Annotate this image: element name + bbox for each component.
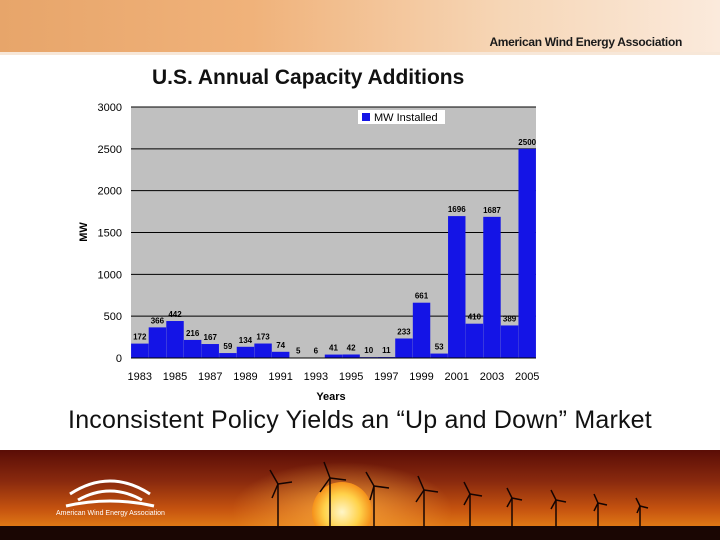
bar-value-label: 1687 <box>483 206 501 215</box>
x-tick-label: 2003 <box>480 371 504 383</box>
y-axis: 0 500 1000 1500 2000 2500 3000 <box>98 102 122 365</box>
bar-value-label: 6 <box>314 346 319 355</box>
bar-2004 <box>500 325 519 358</box>
bar-value-label: 172 <box>133 333 147 342</box>
bar-1986 <box>183 339 202 358</box>
x-tick-label: 1987 <box>198 371 222 383</box>
bar-value-label: 11 <box>382 346 391 355</box>
bar-1991 <box>271 351 290 358</box>
bar-2002 <box>465 323 484 358</box>
y-tick-label: 2000 <box>98 186 122 198</box>
logo-text: American Wind Energy Association <box>56 510 165 517</box>
bars <box>131 148 536 358</box>
bar-1995 <box>342 354 360 358</box>
bar-value-label: 173 <box>256 333 270 342</box>
bar-value-label: 2500 <box>518 138 536 147</box>
x-tick-label: 1997 <box>374 371 398 383</box>
bar-value-label: 42 <box>347 343 356 352</box>
x-axis-label: Years <box>316 391 345 403</box>
y-axis-label: MW <box>78 222 90 242</box>
x-tick-label: 2005 <box>515 371 539 383</box>
bar-value-label: 1696 <box>448 205 466 214</box>
bar-2003 <box>483 216 501 358</box>
logo-mark <box>65 479 155 508</box>
bar-value-label: 442 <box>168 310 182 319</box>
bar-value-label: 410 <box>468 313 482 322</box>
bar-1999 <box>412 302 431 358</box>
bar-1994 <box>324 354 343 358</box>
header-divider <box>0 52 720 55</box>
bar-2001 <box>448 216 466 358</box>
x-tick-label: 1995 <box>339 371 363 383</box>
x-tick-label: 1983 <box>128 371 152 383</box>
org-name: American Wind Energy Association <box>489 35 682 49</box>
gridlines <box>131 106 536 317</box>
bar-value-label: 41 <box>329 344 338 353</box>
legend-label: MW Installed <box>374 112 438 124</box>
bar-value-label: 10 <box>364 346 373 355</box>
sunset-illustration <box>0 461 720 540</box>
bar-1983 <box>131 343 149 358</box>
bar-value-label: 216 <box>186 329 200 338</box>
x-tick-label: 1991 <box>268 371 292 383</box>
bar-1990 <box>254 343 272 358</box>
bar-1984 <box>148 327 167 358</box>
x-tick-label: 1985 <box>163 371 187 383</box>
bar-value-label: 59 <box>223 342 232 351</box>
y-tick-label: 500 <box>104 311 122 323</box>
y-tick-label: 2500 <box>98 144 122 156</box>
x-axis: 1983 1985 1987 1989 1991 1993 1995 1997 1999 2001… <box>128 371 540 383</box>
y-tick-label: 1000 <box>98 269 122 281</box>
legend-box <box>358 110 445 124</box>
bar-1989 <box>236 346 255 358</box>
bar-value-label: 134 <box>239 336 253 345</box>
y-tick-label: 0 <box>116 353 122 365</box>
legend: MW Installed <box>358 110 445 124</box>
sun <box>312 482 372 540</box>
bar-1985 <box>166 321 184 358</box>
bar-2000 <box>430 353 448 358</box>
bar-value-label: 167 <box>204 333 218 342</box>
bar-2005 <box>518 148 536 358</box>
bar-value-label: 233 <box>397 328 411 337</box>
y-tick-label: 1500 <box>98 228 122 240</box>
legend-swatch <box>362 113 370 121</box>
bar-1987 <box>201 344 219 358</box>
wind-turbines <box>269 461 649 528</box>
x-tick-label: 1993 <box>304 371 328 383</box>
footer-sunset-image <box>0 450 720 540</box>
x-tick-label: 1999 <box>409 371 433 383</box>
x-tick-label: 1989 <box>233 371 257 383</box>
bar-1988 <box>219 353 237 358</box>
bar-value-label: 661 <box>415 292 429 301</box>
header-band <box>0 0 720 52</box>
horizon <box>0 526 720 540</box>
x-tick-label: 2001 <box>445 371 469 383</box>
bar-1998 <box>395 338 413 358</box>
bar-value-label: 389 <box>503 314 517 323</box>
slide-subtitle: Inconsistent Policy Yields an “Up and Do… <box>68 406 652 434</box>
bar-value-label: 74 <box>276 341 285 350</box>
bar-value-label: 366 <box>151 316 165 325</box>
bar-value-label: 5 <box>296 347 301 356</box>
chart-title: U.S. Annual Capacity Additions <box>152 66 465 89</box>
bar-value-label: 53 <box>435 343 444 352</box>
y-tick-label: 3000 <box>98 102 122 114</box>
